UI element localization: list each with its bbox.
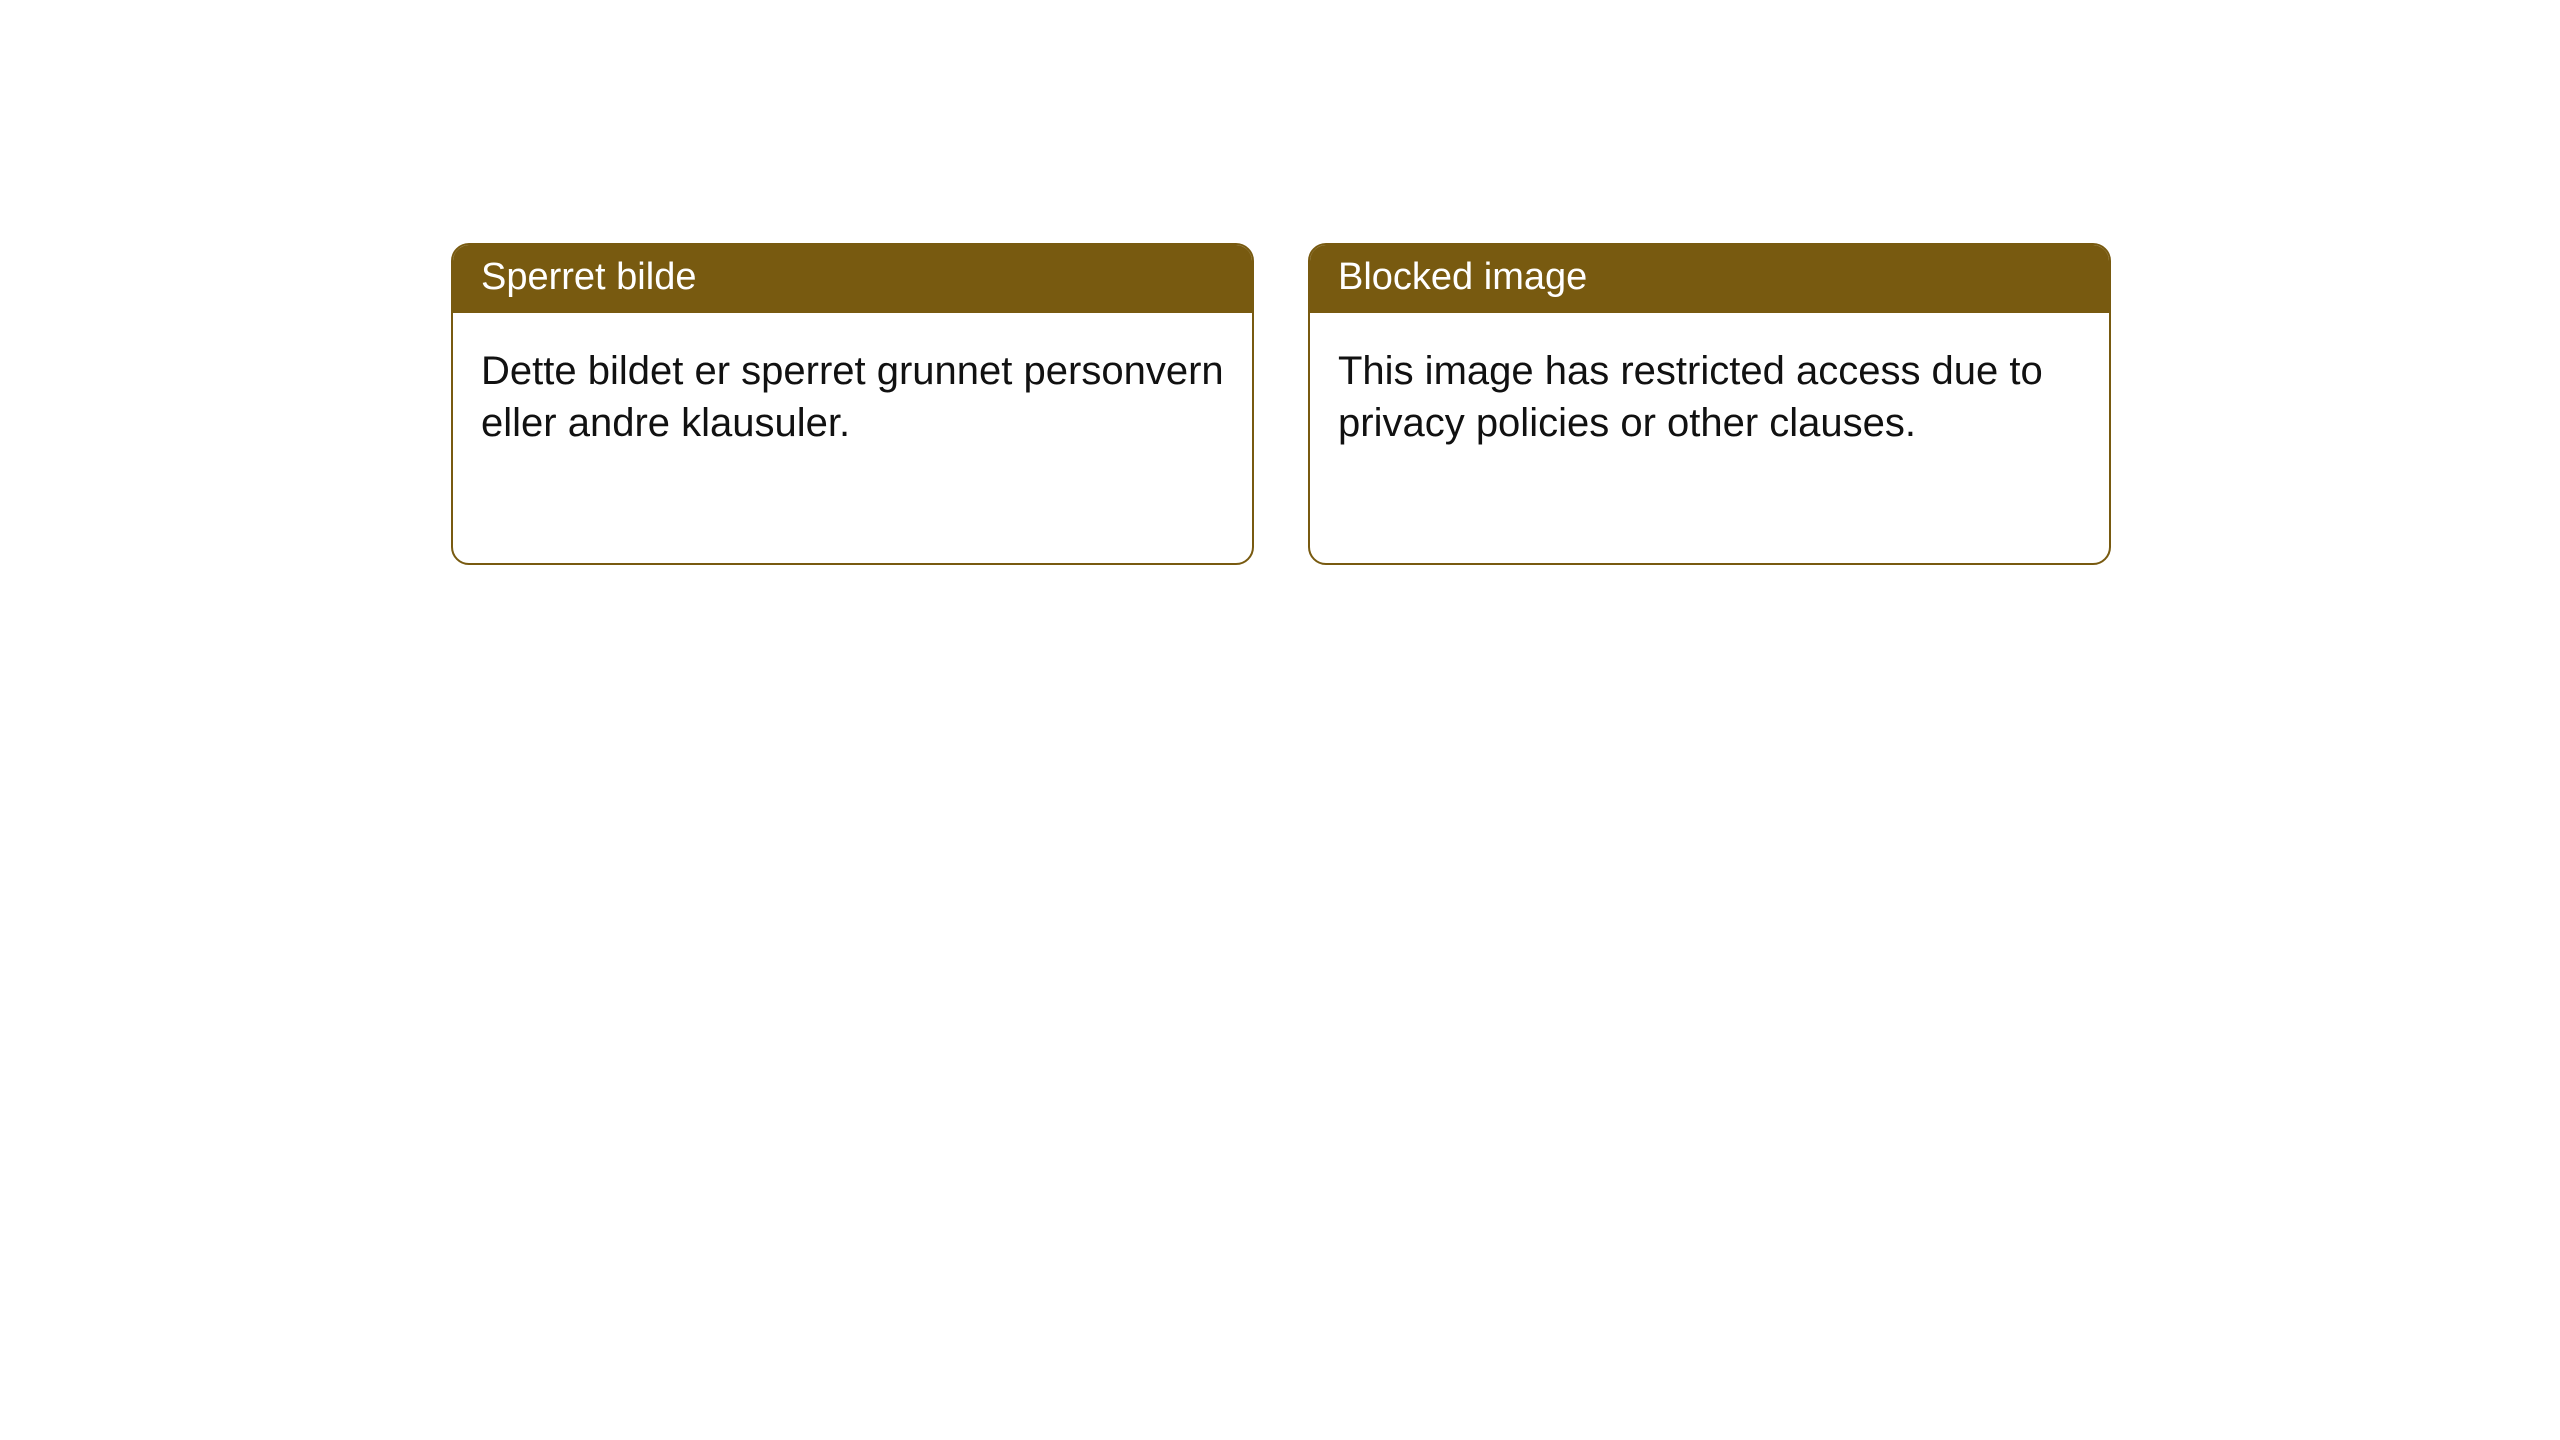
notice-box-english: Blocked image This image has restricted … <box>1308 243 2111 565</box>
notice-header-english: Blocked image <box>1310 245 2109 313</box>
notice-header-norwegian: Sperret bilde <box>453 245 1252 313</box>
notice-container: Sperret bilde Dette bildet er sperret gr… <box>0 0 2560 565</box>
notice-body-norwegian: Dette bildet er sperret grunnet personve… <box>453 313 1252 563</box>
notice-body-english: This image has restricted access due to … <box>1310 313 2109 563</box>
notice-box-norwegian: Sperret bilde Dette bildet er sperret gr… <box>451 243 1254 565</box>
